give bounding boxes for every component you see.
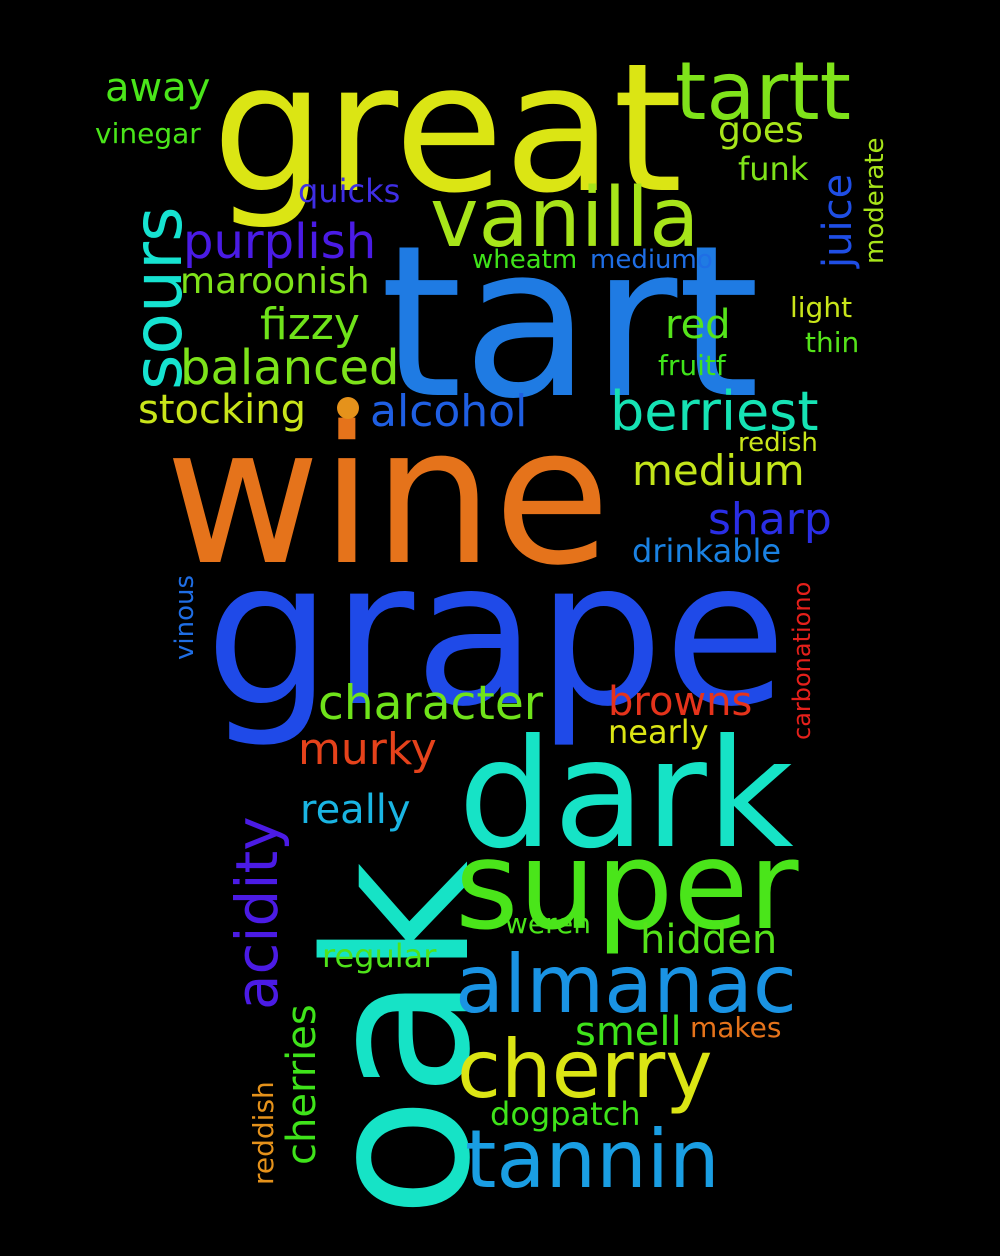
word-light: light — [790, 291, 853, 324]
word-cherries: cherries — [279, 1004, 325, 1165]
word-berriest: berriest — [610, 380, 819, 443]
dot-mark — [337, 397, 359, 419]
word-purplish: purplish — [183, 214, 377, 270]
word-away: away — [105, 65, 211, 111]
word-juice: juice — [815, 173, 861, 268]
word-nearly: nearly — [608, 713, 709, 751]
word-great: great — [212, 25, 683, 232]
word-goes: goes — [718, 110, 804, 151]
word-tannin: tannin — [465, 1113, 720, 1206]
word-moderate: moderate — [860, 137, 890, 264]
word-fruitf: fruitf — [658, 349, 726, 382]
word-red: red — [665, 302, 731, 348]
word-hidden: hidden — [640, 917, 778, 963]
word-dogpatch: dogpatch — [490, 1095, 641, 1133]
word-mediumo: mediumo — [590, 245, 713, 275]
word-character: character — [318, 676, 544, 731]
word-vinegar: vinegar — [95, 117, 201, 150]
word-fizzy: fizzy — [260, 299, 360, 350]
word-cherry: cherry — [457, 1023, 713, 1116]
word-maroonish: maroonish — [180, 261, 370, 302]
word-thin: thin — [805, 326, 860, 359]
word-vanilla: vanilla — [430, 171, 700, 266]
word-drinkable: drinkable — [632, 532, 782, 570]
word-makes: makes — [690, 1011, 782, 1044]
word-regular: regular — [322, 937, 437, 975]
word-dark: dark — [458, 708, 794, 882]
word-murky: murky — [298, 724, 437, 775]
word-carbonationo: carbonationo — [788, 581, 816, 740]
word-really: really — [300, 787, 411, 833]
word-almanac: almanac — [455, 938, 797, 1031]
word-weren: weren — [505, 907, 591, 940]
word-funk: funk — [738, 150, 809, 188]
word-grape: grape — [205, 518, 787, 751]
word-tartt: tartt — [675, 45, 852, 138]
word-reddish: reddish — [247, 1081, 280, 1185]
word-wheatm: wheatm — [472, 245, 578, 275]
word-tart: tart — [380, 200, 760, 445]
word-acidity: acidity — [223, 816, 291, 1010]
word-alcohol: alcohol — [370, 386, 528, 437]
word-wine: wine — [165, 386, 611, 607]
word-super: super — [455, 815, 799, 957]
word-redish: redish — [738, 428, 818, 458]
word-vinous: vinous — [170, 574, 200, 660]
word-browns: browns — [608, 679, 753, 725]
word-sharp: sharp — [708, 494, 832, 545]
word-medium: medium — [632, 446, 805, 495]
word-smell: smell — [575, 1009, 682, 1055]
word-stocking: stocking — [138, 387, 307, 433]
word-balanced: balanced — [180, 340, 400, 396]
word-quicks: quicks — [298, 172, 401, 210]
